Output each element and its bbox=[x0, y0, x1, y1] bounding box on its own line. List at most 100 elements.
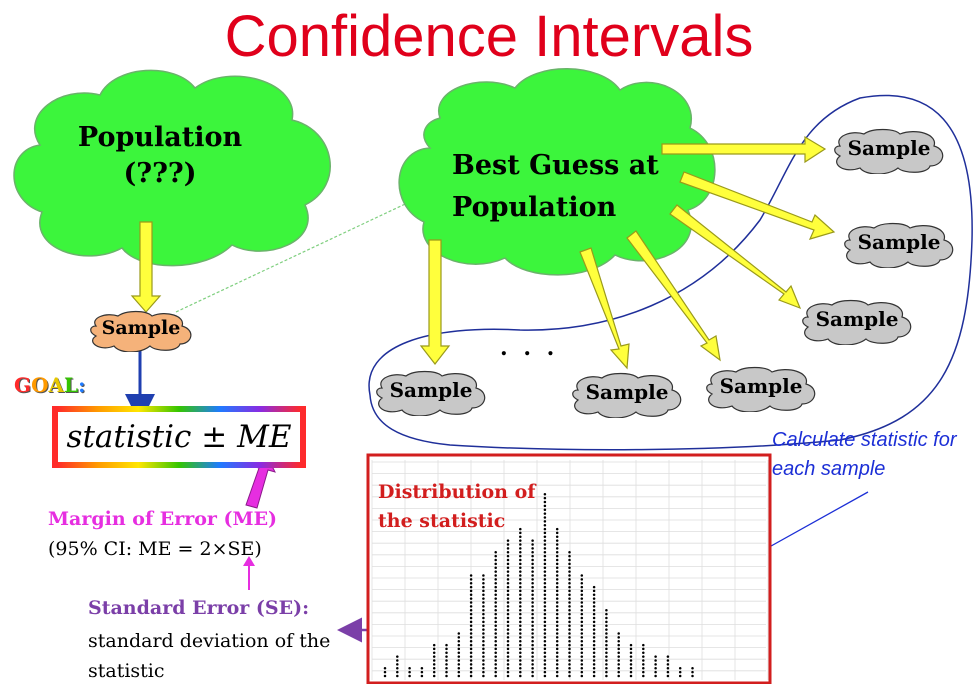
dotplot-dot bbox=[642, 667, 645, 670]
dotplot-dot bbox=[617, 659, 620, 662]
dotplot-dot bbox=[531, 616, 534, 620]
dotplot-dot bbox=[580, 643, 584, 647]
dotplot-dot bbox=[531, 643, 534, 647]
dotplot-dot bbox=[531, 663, 534, 666]
dotplot-dot bbox=[383, 670, 387, 674]
dotplot-dot bbox=[519, 651, 522, 655]
dotplot-dot bbox=[592, 647, 596, 651]
dotplot-dot bbox=[519, 547, 522, 550]
dotplot-dot bbox=[396, 663, 399, 666]
dotplot-dot bbox=[666, 655, 670, 658]
dotplot-dot bbox=[506, 609, 510, 612]
dotplot-dot bbox=[555, 589, 559, 593]
dotplot-dot bbox=[531, 570, 534, 573]
dotplot-dot bbox=[568, 554, 571, 558]
dotplot-dot bbox=[469, 663, 473, 666]
population-cloud bbox=[13, 69, 331, 267]
dotplot-dot bbox=[531, 558, 534, 562]
dotplot-dot bbox=[580, 670, 584, 674]
dotplot-dot bbox=[617, 639, 620, 643]
dotplot-dot bbox=[469, 639, 473, 643]
dotplot-dot bbox=[506, 566, 510, 569]
dotplot-dot bbox=[383, 667, 387, 670]
dotplot-dot bbox=[592, 636, 596, 639]
dotplot-dot bbox=[519, 667, 522, 670]
dotplot-dot bbox=[605, 643, 608, 647]
dotplot-dot bbox=[519, 647, 522, 651]
dotplot-dot bbox=[482, 636, 485, 639]
dotplot-dot bbox=[543, 651, 547, 655]
dotplot-dot bbox=[678, 674, 682, 678]
dotplot-dot bbox=[555, 597, 559, 600]
dotplot-dot bbox=[580, 651, 584, 655]
dotplot-dot bbox=[543, 531, 547, 535]
dotplot-dot bbox=[531, 655, 534, 658]
dotplot-dot bbox=[543, 558, 547, 562]
dotplot-dot bbox=[432, 655, 436, 658]
dotplot-dot bbox=[605, 628, 608, 631]
dotplot-dot bbox=[494, 647, 497, 651]
dotplot-dot bbox=[445, 659, 448, 662]
best-guess-line2: Population bbox=[452, 192, 617, 223]
dotplot-dot bbox=[592, 674, 596, 678]
dotplot-dot bbox=[445, 667, 448, 670]
dotplot-dot bbox=[555, 616, 559, 620]
dotplot-dot bbox=[543, 493, 547, 496]
arrow-bestguess-to-sample-bottom-right bbox=[626, 230, 721, 362]
dotplot-dot bbox=[605, 639, 608, 643]
dotplot-dot bbox=[506, 643, 510, 647]
dotplot-dot bbox=[531, 624, 534, 627]
sample-label-3: Sample bbox=[815, 307, 899, 331]
dotplot-dot bbox=[543, 655, 547, 658]
dotplot-dot bbox=[506, 674, 510, 678]
dotplot-dot bbox=[605, 624, 608, 627]
dotplot-dot bbox=[555, 609, 559, 612]
dotplot-dot bbox=[506, 589, 510, 593]
goal-letter: A bbox=[48, 373, 65, 397]
dotplot-dot bbox=[543, 624, 547, 627]
dotplot-dot bbox=[469, 609, 473, 612]
dotplot-dot bbox=[482, 667, 485, 670]
dotplot-dot bbox=[543, 663, 547, 666]
dotplot-dot bbox=[543, 500, 547, 504]
dotplot-dot bbox=[445, 674, 448, 678]
dotplot-dot bbox=[555, 639, 559, 643]
dotplot-dot bbox=[617, 674, 620, 678]
dotplot-dot bbox=[519, 601, 522, 604]
dotplot-dot bbox=[494, 663, 497, 666]
dotplot-dot bbox=[506, 612, 510, 616]
dotplot-dot bbox=[519, 527, 522, 531]
dotplot-dot bbox=[555, 566, 559, 569]
dotplot-dot bbox=[580, 578, 584, 581]
dotplot-dot bbox=[580, 601, 584, 604]
dotplot-dot bbox=[617, 636, 620, 639]
more-samples-ellipsis: . . . bbox=[500, 335, 559, 361]
dotplot-dot bbox=[519, 531, 522, 535]
dotplot-dot bbox=[519, 570, 522, 573]
dotplot-dot bbox=[568, 620, 571, 624]
dotplot-dot bbox=[469, 612, 473, 616]
dotplot-dot bbox=[457, 670, 461, 674]
dotplot-dot bbox=[592, 659, 596, 662]
dotplot-dot bbox=[494, 659, 497, 662]
dotplot-dot bbox=[580, 605, 584, 608]
dotplot-dot bbox=[420, 667, 424, 670]
best-guess-cloud-label: Best Guess at Population bbox=[452, 145, 672, 229]
dotplot-dot bbox=[445, 663, 448, 666]
dotplot-dot bbox=[469, 574, 473, 577]
dotplot-dot bbox=[531, 612, 534, 616]
dotplot-dot bbox=[457, 651, 461, 655]
dotplot-dot bbox=[629, 647, 633, 651]
dotplot-dot bbox=[691, 670, 694, 674]
dotplot-dot bbox=[482, 574, 485, 577]
dotplot-dot bbox=[605, 620, 608, 624]
dotplot-dot bbox=[555, 624, 559, 627]
dotplot-dot bbox=[605, 612, 608, 616]
dotplot-dot bbox=[531, 581, 534, 585]
dotplot-dot bbox=[519, 578, 522, 581]
dotplot-dot bbox=[482, 655, 485, 658]
dotplot-dot bbox=[617, 663, 620, 666]
dotplot-dot bbox=[482, 605, 485, 608]
dotplot-dot bbox=[555, 527, 559, 531]
dotplot-dot bbox=[482, 593, 485, 597]
